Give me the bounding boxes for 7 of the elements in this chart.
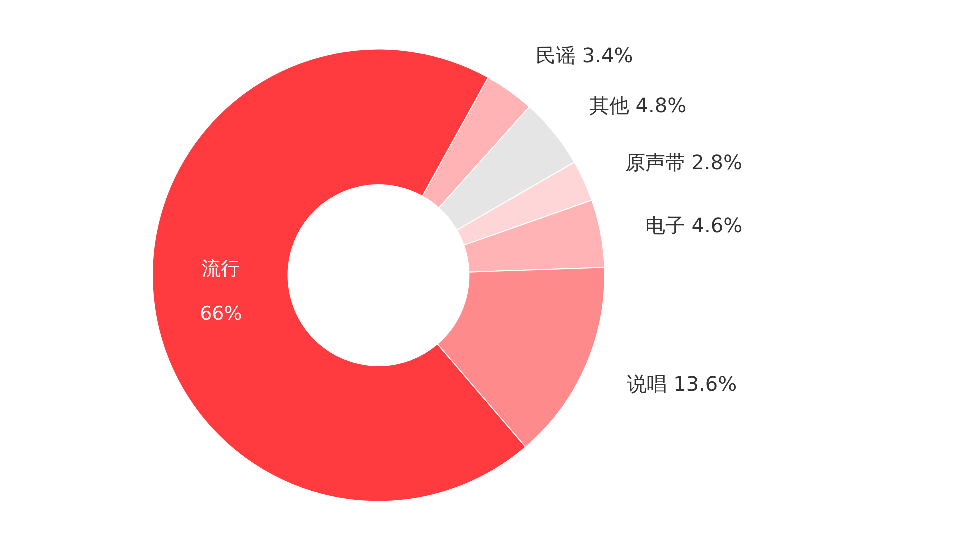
slice-label: 民谣 3.4% — [536, 43, 634, 68]
slice-label: 电子 4.6% — [645, 213, 743, 238]
slice-label: 说唱 13.6% — [627, 372, 738, 396]
slice-label: 其他 4.8% — [589, 93, 687, 118]
slice-label: 流行 — [202, 258, 240, 280]
slice-label: 原声带 2.8% — [625, 150, 742, 175]
data-label: 66% — [200, 302, 242, 325]
